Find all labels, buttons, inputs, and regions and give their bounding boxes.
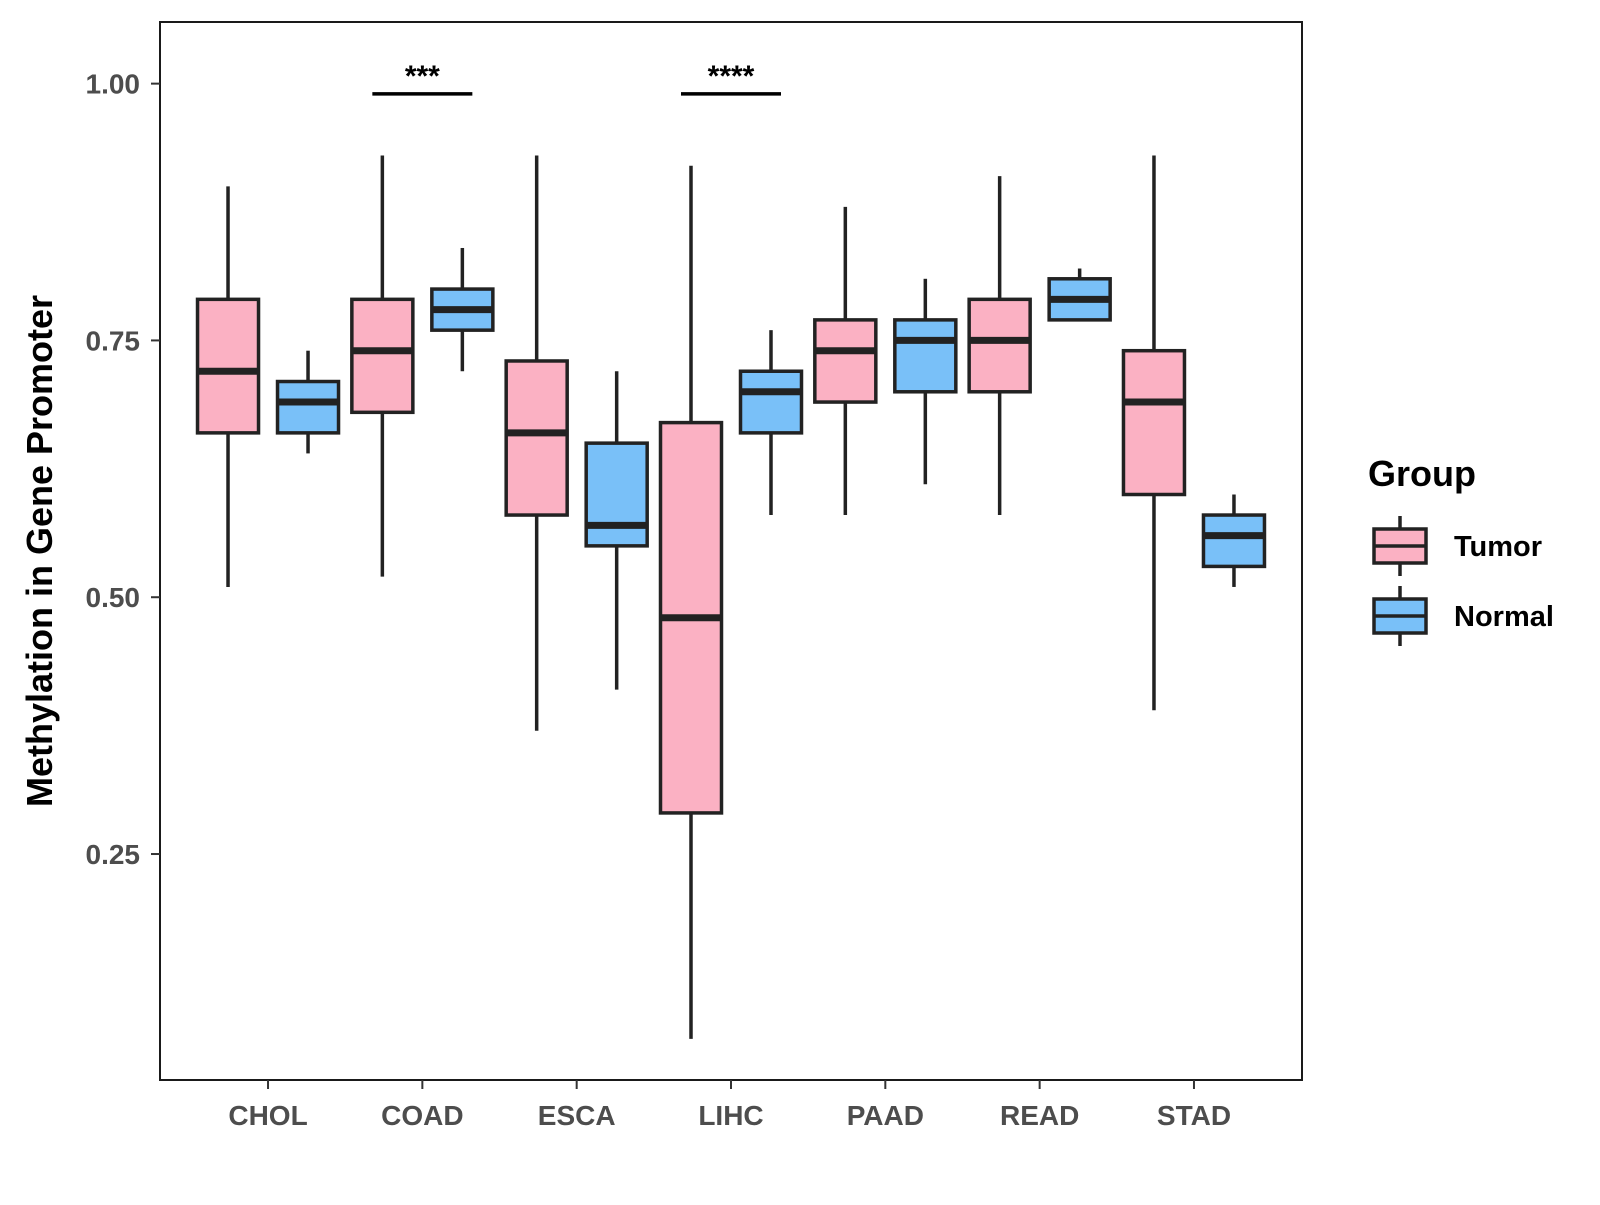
box-body — [738, 369, 804, 435]
box-chol-tumor — [195, 186, 261, 587]
box-body — [813, 318, 878, 404]
x-tick-label: CHOL — [228, 1100, 307, 1131]
legend-title: Group — [1368, 453, 1476, 494]
significance-coad: *** — [372, 60, 473, 96]
box-read-tumor — [967, 176, 1032, 516]
x-tick-label: COAD — [381, 1100, 463, 1131]
y-tick-label: 0.50 — [86, 582, 141, 613]
box-body — [584, 441, 649, 548]
x-tick-label: READ — [1000, 1100, 1079, 1131]
box-stad-tumor — [1121, 155, 1187, 711]
box-esca-tumor — [504, 155, 569, 731]
y-tick-label: 0.75 — [86, 325, 141, 356]
legend: Group Tumor Normal — [1368, 453, 1554, 646]
axes: 0.25 0.50 0.75 1.00 CHOL COAD ESCA LIHC PAAD READ… — [86, 69, 1232, 1131]
box-read-normal — [1047, 268, 1112, 322]
series-tumor — [195, 155, 1187, 1039]
series-normal — [275, 247, 1267, 690]
box-lihc-tumor — [658, 165, 724, 1039]
box-lihc-normal — [738, 330, 804, 516]
box-esca-normal — [584, 371, 649, 690]
box-body — [893, 318, 958, 394]
plot-area: *** **** — [195, 60, 1267, 1039]
box-body — [1121, 348, 1187, 497]
box-paad-normal — [893, 278, 958, 485]
box-coad-tumor — [350, 155, 415, 577]
x-tick-label: STAD — [1157, 1100, 1231, 1131]
box-body — [967, 297, 1032, 394]
x-tick-label: PAAD — [847, 1100, 924, 1131]
y-tick-label: 1.00 — [86, 69, 141, 100]
box-coad-normal — [430, 247, 495, 372]
box-body — [350, 297, 415, 415]
x-tick-label: LIHC — [698, 1100, 763, 1131]
significance-lihc: **** — [681, 60, 781, 96]
significance-label: **** — [708, 60, 755, 93]
x-tick-label: ESCA — [538, 1100, 616, 1131]
box-stad-normal — [1201, 494, 1267, 587]
significance-label: *** — [405, 60, 440, 93]
box-paad-tumor — [813, 206, 878, 516]
box-body — [275, 379, 341, 435]
legend-label: Tumor — [1454, 531, 1542, 563]
box-body — [195, 297, 261, 435]
legend-item-normal: Normal — [1372, 586, 1554, 646]
box-chol-normal — [275, 350, 341, 454]
legend-item-tumor: Tumor — [1372, 516, 1542, 576]
y-tick-label: 0.25 — [86, 839, 141, 870]
box-body — [504, 359, 569, 517]
legend-label: Normal — [1454, 601, 1554, 633]
box-body — [1201, 513, 1267, 569]
y-axis-title: Methylation in Gene Promoter — [19, 295, 60, 807]
